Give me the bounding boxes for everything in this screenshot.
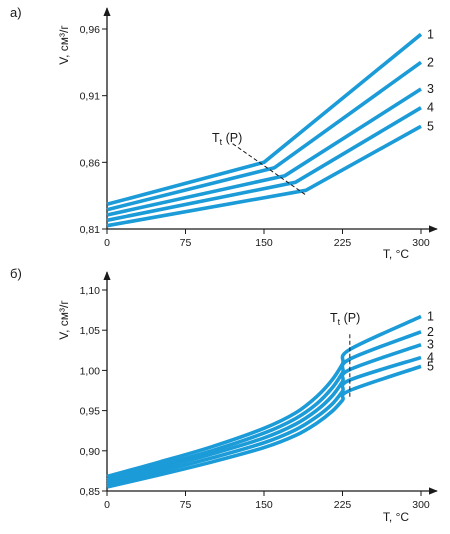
x-tick-label: 300 [412,499,430,511]
x-tick-label: 75 [180,499,192,511]
series-label-4: 4 [427,101,434,115]
series-label-5: 5 [427,119,434,133]
series-label-5: 5 [427,359,434,373]
x-tick-label: 225 [334,237,352,249]
chart-panel-a: а) 0,81 0,86 0,91 0,96 0 75 150 225 300 V, см³/г T,… [10,5,438,261]
annotation-rest: (P) [340,311,360,325]
y-tick-label: 0,85 [80,486,101,498]
x-axis-label: T, °C [383,510,409,524]
series-line-5 [106,124,422,228]
y-tick-label: 0,91 [80,91,101,103]
annotation-main: T [212,131,220,145]
series-label-1: 1 [427,27,434,41]
transition-annotation: Tt (P) [212,131,242,147]
annotation-main: T [330,311,338,325]
x-tick-label: 225 [334,499,352,511]
y-tick-label: 1,10 [80,285,101,297]
series-label-2: 2 [427,325,434,339]
series-label-1: 1 [427,310,434,324]
y-axis-label: V, см³/г [57,300,71,340]
chart-panel-b: б) 0,85 0,90 0,95 1,00 1,05 1,10 0 75 150 225 300 V,… [10,266,438,524]
y-axis-label: V, см³/г [57,25,71,65]
y-tick-label: 0,96 [80,24,101,36]
annotation-subscript: t [338,317,341,327]
y-tick-label: 0,90 [80,446,101,458]
series-label-3: 3 [427,338,434,352]
series-label-3: 3 [427,82,434,96]
series-line-1 [106,314,422,479]
transition-dashed-line [232,143,307,196]
series-line-4 [106,106,422,223]
x-tick-label: 150 [255,237,273,249]
series-label-2: 2 [427,55,434,69]
x-axis-label: T, °C [383,247,409,261]
y-tick-label: 0,81 [80,224,101,236]
y-tick-label: 0,86 [80,157,101,169]
series-line-1 [106,32,423,207]
y-tick-label: 1,05 [80,325,101,337]
x-tick-label: 0 [104,237,110,249]
panel-label: б) [10,266,22,281]
series-line-3 [106,342,422,484]
x-tick-label: 0 [104,499,110,511]
series-line-3 [106,87,422,217]
y-tick-label: 0,95 [80,406,101,418]
panel-label: а) [10,5,22,20]
x-tick-label: 75 [180,237,192,249]
transition-annotation: Tt (P) [330,311,360,327]
series-line-2 [106,330,422,482]
series-label-4: 4 [427,351,434,365]
series-line-5 [106,364,422,489]
annotation-rest: (P) [222,131,242,145]
x-tick-label: 150 [255,499,273,511]
annotation-subscript: t [220,137,223,147]
series-line-2 [106,60,423,212]
x-tick-label: 300 [412,237,430,249]
y-tick-label: 1,00 [80,365,101,377]
series-line-4 [106,355,422,487]
